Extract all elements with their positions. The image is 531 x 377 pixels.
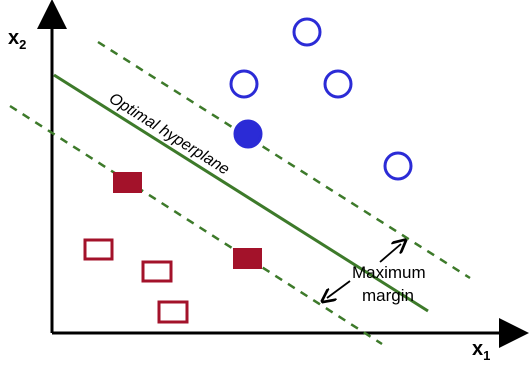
square-support-vector bbox=[113, 172, 142, 193]
margin-label-line2: margin bbox=[362, 286, 414, 305]
y-axis-label: x2 bbox=[8, 27, 26, 52]
upper-margin-line bbox=[97, 40, 471, 280]
square-point bbox=[141, 260, 173, 283]
hyperplane-label: Optimal hyperplane bbox=[106, 90, 232, 179]
square-point bbox=[83, 238, 114, 261]
circle-support-vector bbox=[233, 119, 263, 149]
circle-point bbox=[383, 151, 413, 181]
x-axis-label: x1 bbox=[472, 338, 490, 363]
square-support-vector bbox=[233, 248, 262, 269]
circle-point bbox=[292, 17, 322, 47]
circle-point bbox=[229, 69, 259, 99]
circle-point bbox=[323, 69, 353, 99]
square-point bbox=[157, 300, 189, 324]
optimal-hyperplane bbox=[53, 73, 429, 313]
double-arrow-icon bbox=[327, 244, 401, 298]
margin-label-line1: Maximum bbox=[352, 263, 426, 282]
